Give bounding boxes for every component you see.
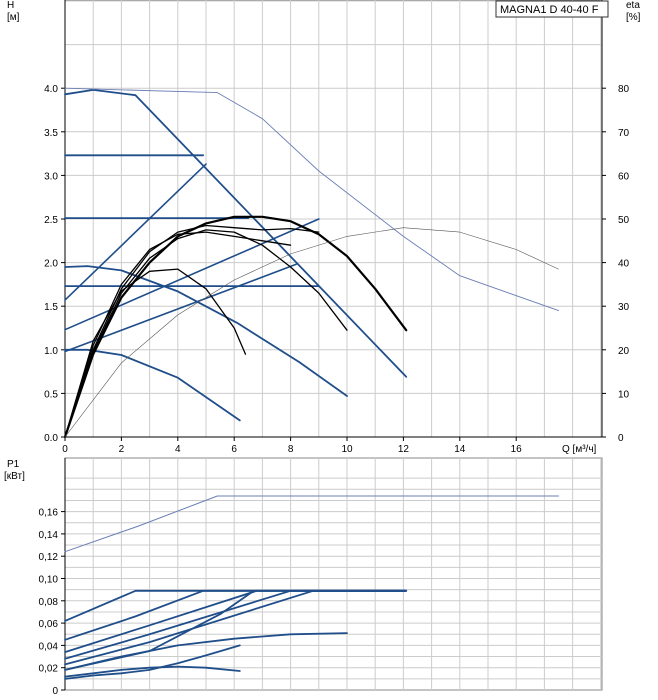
h-tick-label: 1.5	[44, 302, 58, 313]
q-tick-label: 2	[119, 444, 125, 455]
p1-tick-label: 0,10	[39, 575, 59, 586]
eta-tick-label: 0	[618, 433, 624, 444]
eta-tick-label: 50	[618, 215, 630, 226]
control-line	[64, 263, 298, 353]
eta-tick-label: 80	[618, 84, 630, 95]
p1-tick-label: 0,14	[39, 530, 59, 541]
p1-tick-label: 0,02	[39, 664, 59, 675]
q-tick-label: 8	[288, 444, 294, 455]
h-axis-title-unit: [м]	[7, 12, 20, 23]
head-chart-ticks: 0.00.51.01.52.02.53.03.54.00102030405060…	[44, 84, 629, 455]
power-curve	[64, 589, 408, 666]
power-curve	[64, 632, 348, 671]
eta-tick-label: 60	[618, 171, 630, 182]
h-tick-label: 2.0	[44, 259, 58, 270]
eta-tick-label: 40	[618, 259, 630, 270]
power-curve	[64, 495, 559, 553]
p1-axis-title-unit: [кВт]	[4, 471, 25, 482]
model-label: MAGNA1 D 40-40 F	[500, 4, 599, 16]
power-chart-grid	[64, 457, 603, 691]
q-tick-label: 16	[511, 444, 523, 455]
eta-tick-label: 30	[618, 302, 630, 313]
power-curve	[64, 665, 241, 678]
q-tick-label: 6	[231, 444, 237, 455]
h-tick-label: 3.0	[44, 171, 58, 182]
p1-tick-label: 0,16	[39, 508, 59, 519]
h-tick-label: 1.0	[44, 346, 58, 357]
q-tick-label: 4	[175, 444, 181, 455]
p1-axis-title-top: P1	[7, 459, 20, 470]
power-chart-ticks: 0 0,02 0,04 0,06 0,08 0,10 0,12 0,14 0,16	[39, 508, 65, 697]
p1-tick-label: 0,08	[39, 597, 59, 608]
q-tick-label: 14	[454, 444, 466, 455]
p1-tick-label: 0	[52, 686, 58, 697]
eta-curve	[64, 224, 320, 438]
h-tick-label: 2.5	[44, 215, 58, 226]
head-curve	[64, 89, 408, 378]
head-chart-curves	[63, 87, 559, 439]
h-axis-title-top: H	[7, 0, 14, 11]
eta-axis-title-unit: [%]	[626, 12, 641, 23]
q-tick-label: 12	[398, 444, 410, 455]
q-tick-label: 0	[62, 444, 68, 455]
eta-curve	[64, 268, 247, 438]
head-curve	[64, 265, 348, 397]
eta-tick-label: 70	[618, 128, 630, 139]
power-chart-curves	[64, 495, 559, 680]
power-curve	[64, 644, 241, 680]
p1-tick-label: 0,12	[39, 552, 59, 563]
h-tick-label: 3.5	[44, 128, 58, 139]
q-tick-label: 10	[341, 444, 353, 455]
max-eta-curve	[64, 87, 559, 312]
h-tick-label: 4.0	[44, 84, 58, 95]
h-tick-label: 0.5	[44, 389, 58, 400]
eta-tick-label: 20	[618, 346, 630, 357]
power-plot-frame	[64, 457, 603, 691]
eta-tick-label: 10	[618, 389, 630, 400]
p1-tick-label: 0,04	[39, 641, 59, 652]
eta-curve	[64, 229, 348, 438]
eta-axis-title-top: eta	[626, 0, 640, 11]
h-tick-label: 0.0	[44, 433, 58, 444]
eta-curve	[64, 227, 559, 438]
eta-curve	[63, 215, 408, 439]
head-curve	[64, 348, 241, 422]
p1-tick-label: 0,06	[39, 619, 59, 630]
model-label-box	[495, 0, 609, 18]
control-line	[64, 163, 207, 301]
q-axis-title: Q [м³/ч]	[562, 444, 597, 455]
control-line	[64, 218, 320, 331]
